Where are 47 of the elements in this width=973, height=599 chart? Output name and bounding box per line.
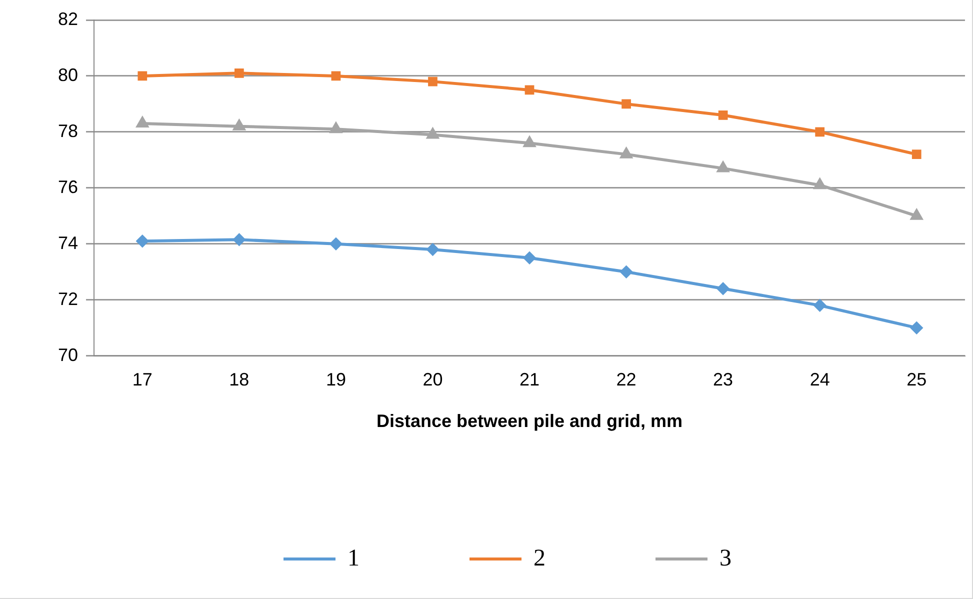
point xyxy=(622,99,631,109)
x-tick-label: 22 xyxy=(616,370,636,390)
point xyxy=(138,71,148,81)
x-tick-label: 23 xyxy=(713,370,734,390)
x-tick-label: 18 xyxy=(229,370,250,390)
point xyxy=(428,76,438,86)
x-tick-label: 19 xyxy=(326,370,346,390)
y-tick-label: 78 xyxy=(58,120,78,141)
x-tick-label: 24 xyxy=(810,370,830,390)
y-tick-label: 76 xyxy=(58,176,78,197)
point xyxy=(815,127,825,137)
x-tick-label: 17 xyxy=(132,370,152,390)
point xyxy=(912,150,922,159)
point xyxy=(620,266,632,278)
point xyxy=(330,122,342,134)
y-tick-label: 80 xyxy=(58,64,78,85)
y-tick-label: 74 xyxy=(58,232,78,253)
point xyxy=(136,235,148,248)
point xyxy=(814,178,826,190)
point xyxy=(620,148,632,158)
x-tick-label: 21 xyxy=(519,370,540,390)
legend-label: 2 xyxy=(534,545,546,572)
x-tick-label: 25 xyxy=(906,370,927,390)
legend-label: 3 xyxy=(720,545,732,572)
point xyxy=(718,110,728,120)
point xyxy=(524,136,536,148)
x-tick-label: 20 xyxy=(422,370,443,390)
point xyxy=(910,322,923,334)
point xyxy=(136,117,148,128)
point xyxy=(234,68,244,78)
point xyxy=(233,234,246,246)
point xyxy=(331,71,341,81)
y-tick-label: 72 xyxy=(58,288,78,309)
point xyxy=(814,299,826,312)
point xyxy=(330,238,342,250)
point xyxy=(524,252,536,264)
y-tick-label: 70 xyxy=(58,344,78,365)
legend-label: 1 xyxy=(348,545,360,572)
point xyxy=(233,120,246,130)
point xyxy=(426,128,439,139)
x-axis-title: Distance between pile and grid, mm xyxy=(376,411,683,432)
point xyxy=(717,282,730,295)
y-tick-label: 82 xyxy=(58,8,78,29)
point xyxy=(524,85,534,95)
point xyxy=(910,209,922,220)
point xyxy=(717,162,729,172)
point xyxy=(426,243,439,256)
